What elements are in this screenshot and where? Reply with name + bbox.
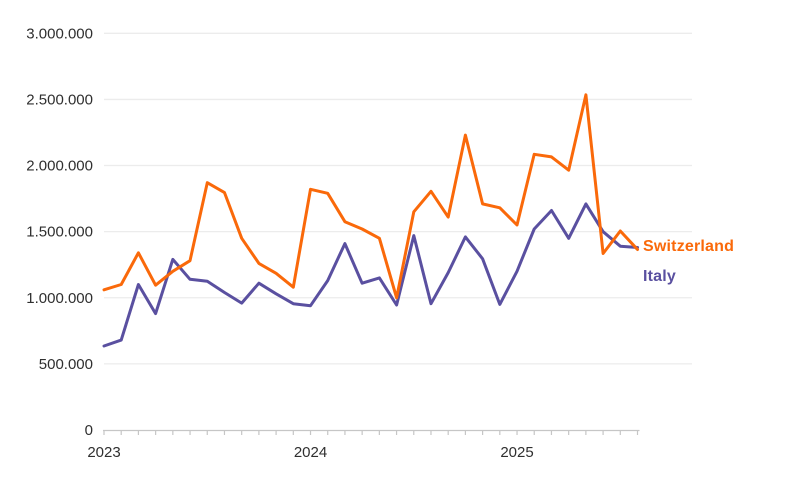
series-line-italy	[102, 202, 639, 348]
x-tick-label: 2024	[294, 444, 327, 461]
series-label-switzerland: Switzerland	[643, 238, 735, 255]
y-tick-label: 2.500.000	[26, 91, 93, 108]
y-tick-label: 1.000.000	[26, 290, 93, 307]
y-tick-label: 0	[85, 422, 93, 439]
y-tick-label: 3.000.000	[26, 25, 93, 42]
series-label-italy: Italy	[643, 268, 677, 285]
series-line-switzerland	[102, 93, 639, 300]
y-tick-label: 500.000	[39, 356, 93, 373]
x-tick-label: 2025	[500, 444, 533, 461]
x-tick-label: 2023	[87, 444, 120, 461]
y-tick-label: 2.000.000	[26, 158, 93, 175]
y-tick-label: 1.500.000	[26, 224, 93, 241]
